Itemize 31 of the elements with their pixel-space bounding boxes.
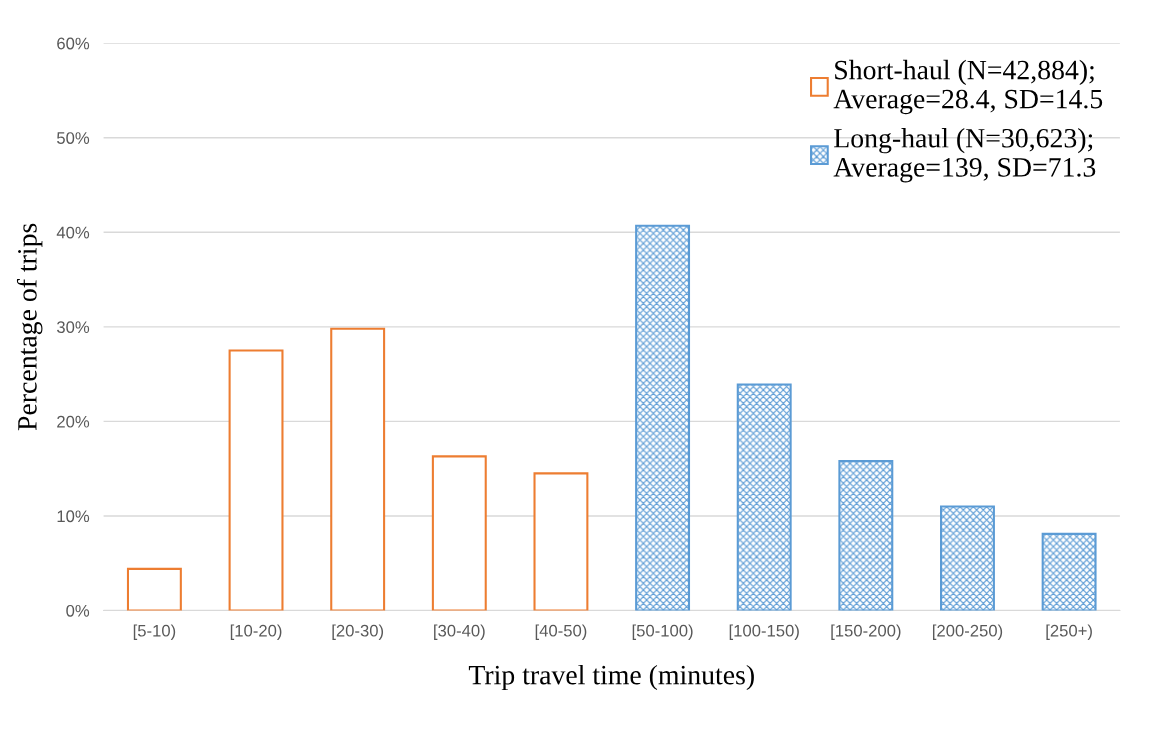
bar [126, 567, 182, 611]
bar [228, 349, 284, 611]
x-tick-label: [30-40) [434, 624, 485, 640]
x-tick-label: [250+) [1046, 624, 1092, 640]
x-tick-label: [20-30) [332, 624, 384, 640]
bar [533, 472, 589, 611]
legend-label: Long-haul (N=30,623); Average=139, SD=71.3 [833, 128, 1096, 183]
bar [838, 460, 894, 611]
x-tick-label: [200-250) [932, 624, 1003, 640]
legend-label: Short-haul (N=42,884); Average=28.4, SD=14.5 [833, 59, 1103, 115]
bar [1041, 532, 1097, 611]
y-axis-title: Percentage of trips [16, 223, 43, 431]
x-tick-label: [50-100) [632, 624, 693, 640]
y-tick-label: 30% [56, 321, 90, 334]
x-axis-title: Trip travel time (minutes) [468, 664, 754, 691]
bar [736, 383, 792, 611]
bar [940, 505, 995, 611]
y-tick-label: 0% [66, 604, 90, 617]
x-tick-label: [100-150) [729, 624, 799, 640]
bar [635, 224, 691, 611]
y-tick-label: 40% [56, 226, 90, 239]
bar [431, 455, 487, 611]
x-tick-label: [40-50) [535, 624, 587, 640]
x-tick-label: [5-10) [133, 624, 176, 640]
x-tick-label: [10-20) [230, 624, 282, 640]
y-tick-label: 20% [57, 415, 90, 428]
y-tick-label: 60% [57, 37, 90, 50]
bar [330, 327, 386, 611]
y-tick-label: 50% [57, 132, 90, 144]
x-tick-label: [150-200) [831, 624, 901, 640]
y-tick-label: 10% [57, 510, 90, 523]
